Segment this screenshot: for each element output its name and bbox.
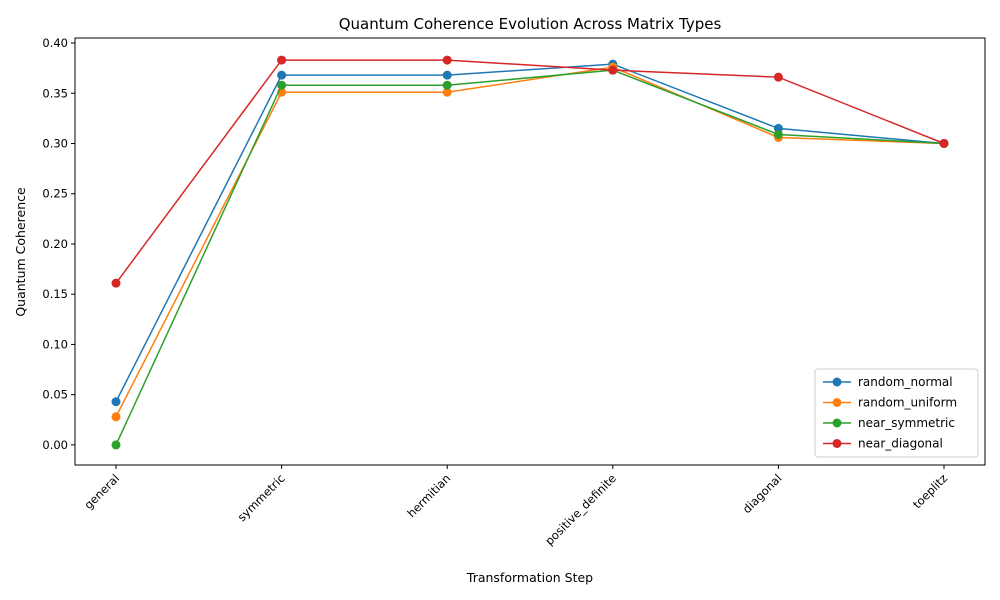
data-point — [773, 72, 783, 82]
data-point — [608, 65, 618, 75]
y-tick-label: 0.20 — [42, 237, 68, 251]
y-tick-label: 0.40 — [42, 36, 68, 50]
legend-entry: near_symmetric — [823, 416, 955, 430]
legend-entry: random_normal — [823, 375, 953, 389]
series-line — [115, 59, 945, 284]
data-point — [111, 278, 121, 288]
y-tick-label: 0.10 — [42, 337, 68, 351]
x-tick-label: diagonal — [740, 471, 785, 516]
x-axis: general symmetric hermitian positive_defini… — [81, 465, 950, 548]
data-point — [111, 412, 121, 422]
y-tick-label: 0.30 — [42, 136, 68, 150]
legend-label: near_diagonal — [858, 437, 943, 451]
data-point — [111, 397, 121, 407]
data-point — [442, 87, 452, 97]
series-random_normal — [111, 59, 949, 407]
legend-label: near_symmetric — [858, 416, 955, 430]
data-point — [277, 80, 287, 90]
legend-swatch-marker — [832, 439, 842, 448]
data-point — [111, 440, 121, 450]
y-tick-label: 0.00 — [42, 438, 68, 452]
series-near_diagonal — [111, 55, 949, 288]
y-axis-label: Quantum Coherence — [13, 187, 28, 317]
series-line — [115, 63, 945, 403]
x-tick-label: hermitian — [404, 471, 453, 520]
y-axis: 0.00 0.05 0.10 0.15 0.20 0.25 0.30 0.35 0.40 — [42, 36, 75, 452]
y-tick-label: 0.15 — [42, 287, 68, 301]
y-tick-label: 0.25 — [42, 187, 68, 201]
data-point — [939, 138, 949, 148]
data-point — [442, 55, 452, 65]
legend-box — [814, 368, 979, 458]
x-tick-label: symmetric — [235, 471, 288, 524]
y-tick-label: 0.05 — [42, 388, 68, 402]
data-point — [442, 80, 452, 90]
legend-label: random_uniform — [858, 396, 957, 410]
x-tick-label: positive_definite — [542, 471, 619, 548]
legend: random_normal random_uniform near_symmetri… — [814, 368, 979, 458]
plot-frame — [74, 37, 986, 466]
legend-swatch-marker — [832, 377, 842, 387]
data-point — [773, 129, 783, 139]
data-point — [277, 70, 287, 80]
data-point — [277, 55, 287, 65]
y-tick-label: 0.35 — [42, 86, 68, 100]
x-axis-label: Transformation Step — [466, 570, 593, 585]
legend-label: random_normal — [858, 375, 953, 389]
series-layer — [111, 55, 949, 450]
x-tick-label: general — [81, 471, 122, 512]
plot-area: 0.00 0.05 0.10 0.15 0.20 0.25 0.30 0.35 0.40 gen… — [42, 36, 986, 548]
data-point — [442, 70, 452, 80]
series-random_uniform — [111, 62, 949, 422]
series-line — [115, 69, 945, 446]
chart-title: Quantum Coherence Evolution Across Matri… — [339, 15, 722, 33]
x-tick-label: toeplitz — [910, 471, 950, 511]
legend-swatch-marker — [832, 418, 842, 428]
legend-entry: near_diagonal — [823, 437, 943, 451]
legend-entry: random_uniform — [823, 396, 957, 410]
legend-swatch-marker — [832, 398, 842, 407]
series-line — [115, 66, 945, 418]
